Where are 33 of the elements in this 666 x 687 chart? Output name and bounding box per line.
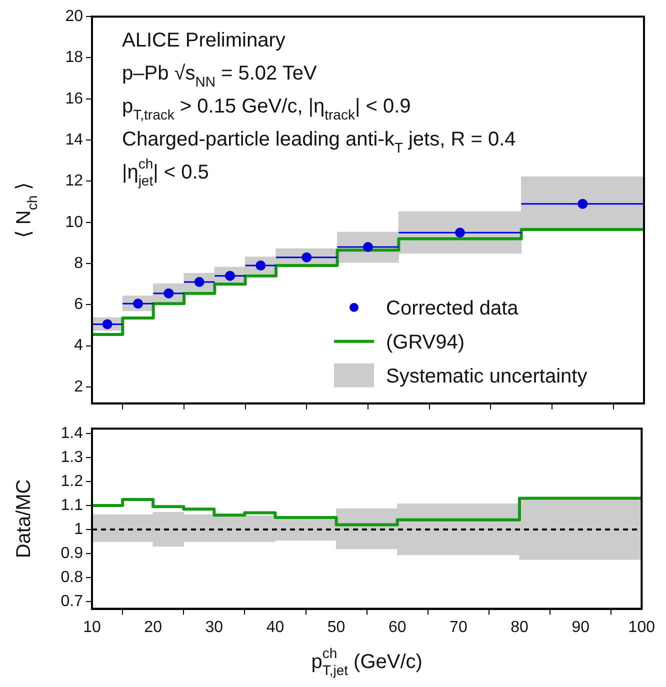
y-tick-label: 1 <box>74 520 84 538</box>
y-tick-label: 4 <box>74 337 84 354</box>
x-tick-label: 60 <box>388 618 406 636</box>
y-tick-label: 2 <box>74 378 84 396</box>
x-tick-label: 20 <box>144 618 162 636</box>
x-tick-label: 40 <box>266 618 284 636</box>
y-tick-label: 1.4 <box>60 424 84 442</box>
y-tick-label: 6 <box>74 296 84 314</box>
annotation: ALICE Preliminary <box>122 30 286 52</box>
y-tick-label: 0.7 <box>60 593 84 610</box>
x-tick-label: 80 <box>510 618 529 636</box>
y-tick-label: 1.1 <box>60 496 84 514</box>
legend-label: Corrected data <box>386 297 520 320</box>
x-tick-label: 30 <box>205 618 224 636</box>
y-tick-label: 0.8 <box>60 568 84 586</box>
x-tick-label: 50 <box>327 618 346 636</box>
y-axis-title: Data/MC <box>13 479 35 558</box>
y-tick-label: 14 <box>65 131 84 148</box>
x-tick-label: 100 <box>628 618 656 636</box>
y-tick-label: 0.9 <box>60 544 84 562</box>
y-tick-label: 20 <box>65 8 84 26</box>
y-tick-label: 1.2 <box>60 472 84 490</box>
legend-label: (GRV94) <box>386 331 465 354</box>
x-tick-label: 90 <box>572 618 590 636</box>
y-tick-label: 8 <box>74 254 84 272</box>
y-tick-label: 18 <box>65 49 84 66</box>
y-tick-label: 12 <box>65 172 84 190</box>
y-tick-label: 1.3 <box>60 448 84 466</box>
x-tick-label: 70 <box>450 618 468 636</box>
y-tick-label: 10 <box>65 214 84 231</box>
y-axis-title: ⟨ Nch ⟩ <box>13 182 40 238</box>
y-tick-label: 16 <box>65 90 84 108</box>
legend-label: Systematic uncertainty <box>386 365 588 388</box>
